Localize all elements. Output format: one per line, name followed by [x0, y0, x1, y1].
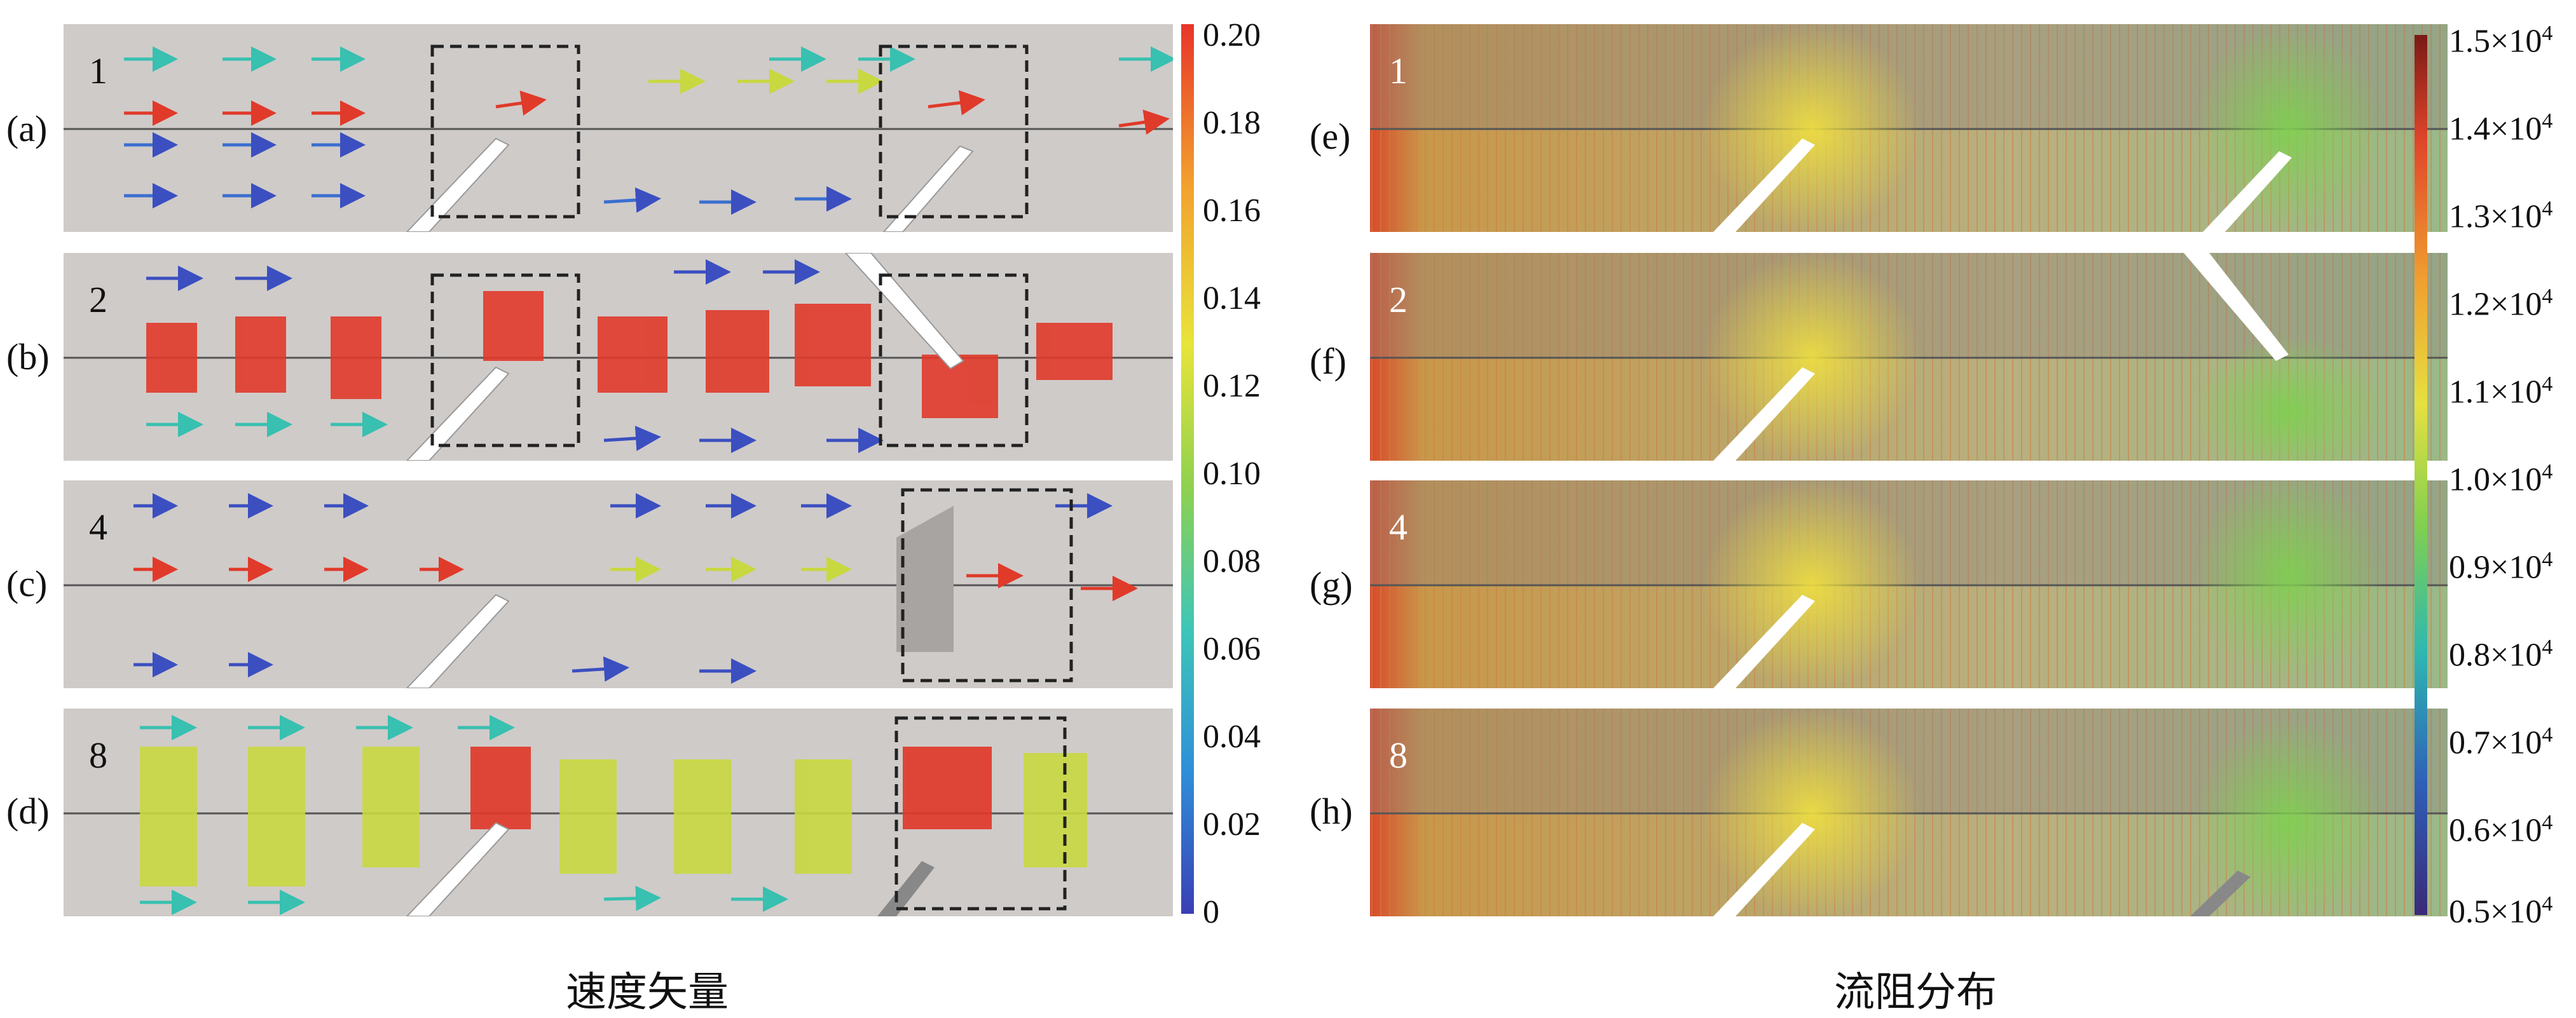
resistance-tick-3-exponent: 4	[2542, 285, 2553, 308]
resistance-plot-e-graphic	[1370, 24, 2448, 232]
row-label-d: (d)	[6, 791, 50, 832]
velocity-plot-d: 8	[64, 709, 1173, 916]
velocity-tick-10: 0	[1203, 894, 1219, 930]
resistance-tick-4: 1.1×104	[2449, 374, 2552, 409]
resistance-tick-4-exponent: 4	[2542, 372, 2553, 396]
velocity-tick-2: 0.16	[1203, 193, 1261, 229]
resistance-tick-10-mantissa: 0.5×10	[2449, 893, 2542, 930]
resistance-tick-0-exponent: 4	[2542, 22, 2553, 45]
velocity-plot-a-graphic	[64, 24, 1173, 232]
velocity-colorbar-gradient	[1181, 24, 1194, 914]
resistance-plot-h: 8	[1370, 709, 2448, 916]
resistance-tick-6-exponent: 4	[2542, 548, 2553, 571]
case-number-c: 4	[89, 506, 107, 548]
resistance-tick-1-exponent: 4	[2542, 109, 2553, 133]
velocity-tick-5: 0.10	[1203, 456, 1261, 492]
row-label-f: (f)	[1310, 341, 1346, 382]
resistance-tick-5-mantissa: 1.0×10	[2449, 461, 2542, 498]
resistance-tick-9-mantissa: 0.6×10	[2449, 812, 2542, 849]
resistance-colorbar-gradient	[2415, 35, 2427, 915]
resistance-tick-8-mantissa: 0.7×10	[2449, 724, 2542, 761]
resistance-caption: 流阻分布	[1834, 969, 1997, 1016]
case-number-h: 8	[1389, 735, 1408, 776]
case-number-g: 4	[1389, 506, 1408, 548]
resistance-tick-3: 1.2×104	[2449, 286, 2552, 321]
resistance-tick-5: 1.0×104	[2449, 461, 2552, 496]
velocity-tick-0: 0.20	[1203, 17, 1261, 53]
resistance-tick-2-exponent: 4	[2542, 197, 2553, 221]
resistance-tick-9: 0.6×104	[2449, 812, 2552, 847]
velocity-plot-a: 1	[64, 24, 1173, 232]
case-number-d: 8	[89, 735, 107, 776]
resistance-tick-8: 0.7×104	[2449, 724, 2552, 759]
resistance-tick-7-mantissa: 0.8×10	[2449, 637, 2542, 674]
resistance-tick-1-mantissa: 1.4×10	[2449, 111, 2542, 147]
row-label-a: (a)	[6, 108, 48, 149]
flow-resistance-panel: (e)	[1310, 0, 2576, 1017]
velocity-plot-c-graphic	[64, 480, 1173, 688]
velocity-plot-b-graphic	[64, 253, 1173, 461]
resistance-tick-6-mantissa: 0.9×10	[2449, 549, 2542, 586]
velocity-tick-1: 0.18	[1203, 105, 1261, 141]
resistance-plot-g-graphic	[1370, 480, 2448, 688]
resistance-plot-e: 1	[1370, 24, 2448, 232]
velocity-vector-panel: (a) 1 (b)	[6, 17, 1261, 1017]
resistance-tick-7-exponent: 4	[2542, 635, 2553, 659]
velocity-plot-d-graphic	[64, 709, 1173, 916]
velocity-tick-8: 0.04	[1203, 719, 1261, 755]
resistance-tick-10-exponent: 4	[2542, 892, 2553, 916]
resistance-colorbar	[2415, 35, 2427, 915]
velocity-tick-4: 0.12	[1203, 368, 1261, 404]
case-number-b: 2	[89, 279, 107, 320]
velocity-tick-3: 0.14	[1203, 280, 1261, 316]
case-number-f: 2	[1389, 279, 1408, 320]
resistance-tick-5-exponent: 4	[2542, 460, 2553, 484]
velocity-tick-7: 0.06	[1203, 631, 1261, 667]
row-label-c: (c)	[6, 563, 48, 604]
resistance-tick-0: 1.5×104	[2449, 23, 2552, 58]
resistance-tick-10: 0.5×104	[2449, 893, 2552, 928]
case-number-a: 1	[89, 50, 107, 92]
resistance-tick-3-mantissa: 1.2×10	[2449, 286, 2542, 323]
row-label-h: (h)	[1310, 791, 1353, 832]
velocity-plot-b: 2	[64, 253, 1173, 461]
velocity-tick-9: 0.02	[1203, 806, 1261, 843]
resistance-tick-2: 1.3×104	[2449, 198, 2552, 233]
velocity-tick-6: 0.08	[1203, 543, 1261, 580]
row-label-e: (e)	[1310, 116, 1351, 157]
resistance-plot-h-graphic	[1370, 709, 2448, 916]
row-label-b: (b)	[6, 336, 50, 377]
resistance-tick-8-exponent: 4	[2542, 723, 2553, 747]
case-number-e: 1	[1389, 50, 1408, 92]
resistance-tick-6: 0.9×104	[2449, 549, 2552, 584]
row-label-g: (g)	[1310, 564, 1353, 606]
resistance-tick-4-mantissa: 1.1×10	[2449, 374, 2542, 411]
velocity-plot-c: 4	[64, 480, 1173, 688]
resistance-tick-7: 0.8×104	[2449, 637, 2552, 672]
resistance-plot-g: 4	[1370, 480, 2448, 688]
velocity-caption: 速度矢量	[566, 969, 729, 1016]
resistance-tick-0-mantissa: 1.5×10	[2449, 23, 2542, 60]
resistance-tick-2-mantissa: 1.3×10	[2449, 198, 2542, 235]
resistance-tick-9-exponent: 4	[2542, 811, 2553, 834]
resistance-plot-f-graphic	[1370, 253, 2448, 461]
resistance-tick-1: 1.4×104	[2449, 111, 2552, 146]
velocity-colorbar	[1181, 24, 1194, 914]
resistance-plot-f: 2	[1370, 253, 2448, 461]
